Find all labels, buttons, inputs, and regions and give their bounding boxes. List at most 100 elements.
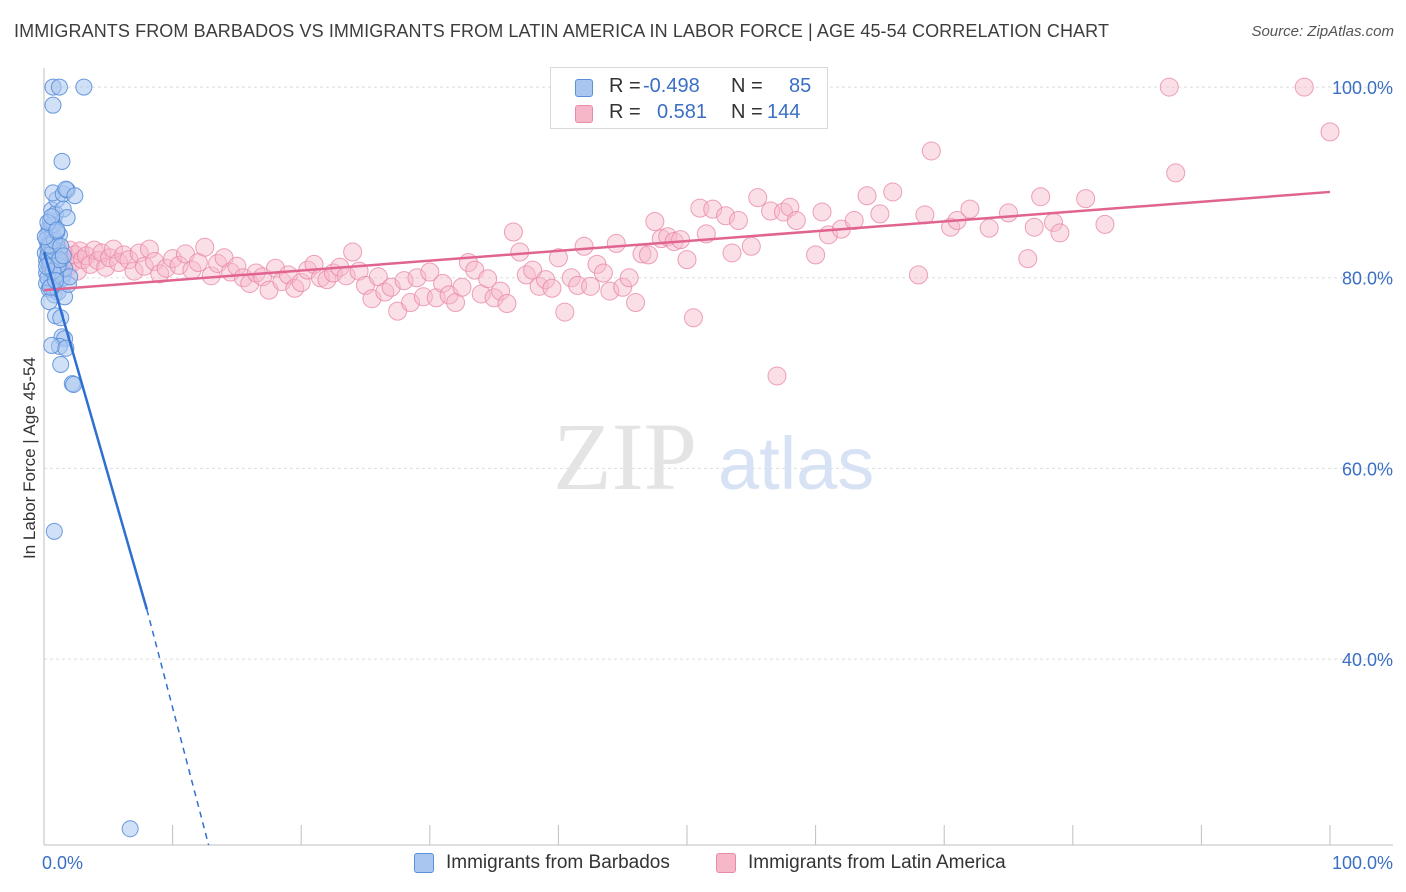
latin-america-point	[401, 293, 421, 313]
latin-america-point	[870, 204, 890, 224]
latin-america-point	[619, 268, 639, 288]
x-tick-label: 0.0%	[42, 853, 83, 873]
y-tick-label: 40.0%	[1342, 650, 1393, 670]
latin-america-point	[1076, 189, 1096, 209]
grid-layer	[44, 86, 1393, 660]
latin-america-point	[626, 293, 646, 313]
latin-america-point	[716, 206, 736, 226]
legend-swatch-barbados	[575, 79, 593, 97]
latin-america-point	[343, 242, 363, 262]
barbados-point	[43, 336, 61, 354]
latin-america-point	[638, 245, 658, 265]
latin-america-point	[452, 277, 472, 297]
bottom-legend-label-latin: Immigrants from Latin America	[748, 852, 1006, 873]
latin-america-point	[581, 276, 601, 296]
bottom-legend-swatch-barbados	[414, 853, 434, 873]
latin-america-point	[806, 245, 826, 265]
latin-america-point	[195, 237, 215, 257]
watermark-atlas: atlas	[718, 422, 874, 505]
latin-america-point	[1294, 77, 1314, 97]
latin-america-point	[542, 278, 562, 298]
barbados-point	[65, 376, 83, 394]
latin-america-point	[979, 218, 999, 238]
latin-america-point	[169, 255, 189, 275]
barbados-trend-line	[42, 251, 149, 610]
latin-america-point	[645, 211, 665, 231]
legend-swatch-latin	[575, 105, 593, 123]
latin-america-point	[291, 273, 311, 293]
barbados-point	[66, 187, 84, 205]
legend-r-label: R =	[609, 75, 641, 97]
y-axis-label: In Labor Force | Age 45-54	[20, 357, 39, 559]
x-tick-label: 100.0%	[1332, 853, 1393, 873]
y-tick-label: 80.0%	[1342, 269, 1393, 289]
watermark: ZIP atlas	[553, 403, 874, 510]
latin-america-point	[613, 277, 633, 297]
watermark-zip: ZIP	[553, 403, 697, 510]
latin-america-point	[555, 302, 575, 322]
latin-america-point	[671, 230, 691, 250]
barbados-points	[36, 78, 139, 838]
latin-america-point	[420, 262, 440, 282]
axes-layer	[43, 68, 1393, 846]
legend-n-value-barbados: 85	[789, 75, 812, 97]
latin-america-point	[1095, 214, 1115, 234]
latin-america-trend-line	[43, 190, 1331, 292]
barbados-point	[121, 820, 139, 838]
bottom-legend-swatch-latin	[716, 853, 736, 873]
latin-america-point	[767, 366, 787, 386]
latin-america-point	[857, 186, 877, 206]
latin-america-point	[1018, 249, 1038, 269]
latin-america-point	[921, 141, 941, 161]
source-label: Source: ZipAtlas.com	[1251, 23, 1394, 40]
latin-america-point	[722, 243, 742, 263]
y-tick-label: 60.0%	[1342, 459, 1393, 479]
latin-america-point	[433, 273, 453, 293]
latin-america-point	[84, 240, 104, 260]
barbados-point	[54, 247, 72, 265]
latin-america-point	[908, 265, 928, 285]
latin-america-point	[510, 242, 530, 262]
latin-america-point	[683, 308, 703, 328]
latin-america-point	[748, 188, 768, 208]
latin-america-point	[960, 199, 980, 219]
barbados-trend-extension	[146, 609, 210, 846]
latin-america-point	[124, 261, 144, 281]
latin-america-point	[548, 248, 568, 268]
latin-america-point	[812, 202, 832, 222]
latin-america-point	[96, 257, 116, 277]
latin-america-point	[1024, 217, 1044, 237]
latin-america-point	[786, 211, 806, 231]
trend-layer	[42, 190, 1331, 846]
bottom-legend-label-barbados: Immigrants from Barbados	[446, 852, 670, 873]
latin-america-point	[1159, 77, 1179, 97]
latin-america-point	[844, 211, 864, 231]
legend-r-value-barbados: -0.498	[643, 75, 700, 97]
barbados-point	[53, 152, 71, 170]
latin-america-point	[741, 236, 761, 256]
barbados-point	[52, 355, 70, 373]
latin-america-point	[600, 281, 620, 301]
latin-america-point	[1031, 187, 1051, 207]
y-tick-label: 100.0%	[1332, 78, 1393, 98]
legend-n-label: N =	[731, 75, 763, 97]
barbados-point	[75, 78, 93, 96]
barbados-point	[44, 96, 62, 114]
latin-america-point	[497, 293, 517, 313]
legend-r-value-latin: 0.581	[657, 101, 708, 123]
latin-america-point	[1166, 163, 1186, 183]
legend-n-value-latin: 144	[767, 101, 801, 123]
legend-r-label: R =	[609, 101, 641, 123]
latin-america-point	[999, 203, 1018, 223]
latin-america-point	[915, 205, 935, 225]
latin-america-point	[606, 233, 626, 253]
latin-america-point	[561, 268, 581, 288]
latin-america-point	[139, 239, 159, 259]
latin-america-point	[503, 222, 523, 242]
latin-america-point	[1320, 122, 1340, 142]
barbados-point	[45, 522, 63, 540]
barbados-point	[40, 293, 58, 311]
tick-layer: 100.0% 80.0% 60.0% 40.0% 0.0% 100.0%	[42, 78, 1393, 873]
latin-america-point	[574, 236, 594, 256]
